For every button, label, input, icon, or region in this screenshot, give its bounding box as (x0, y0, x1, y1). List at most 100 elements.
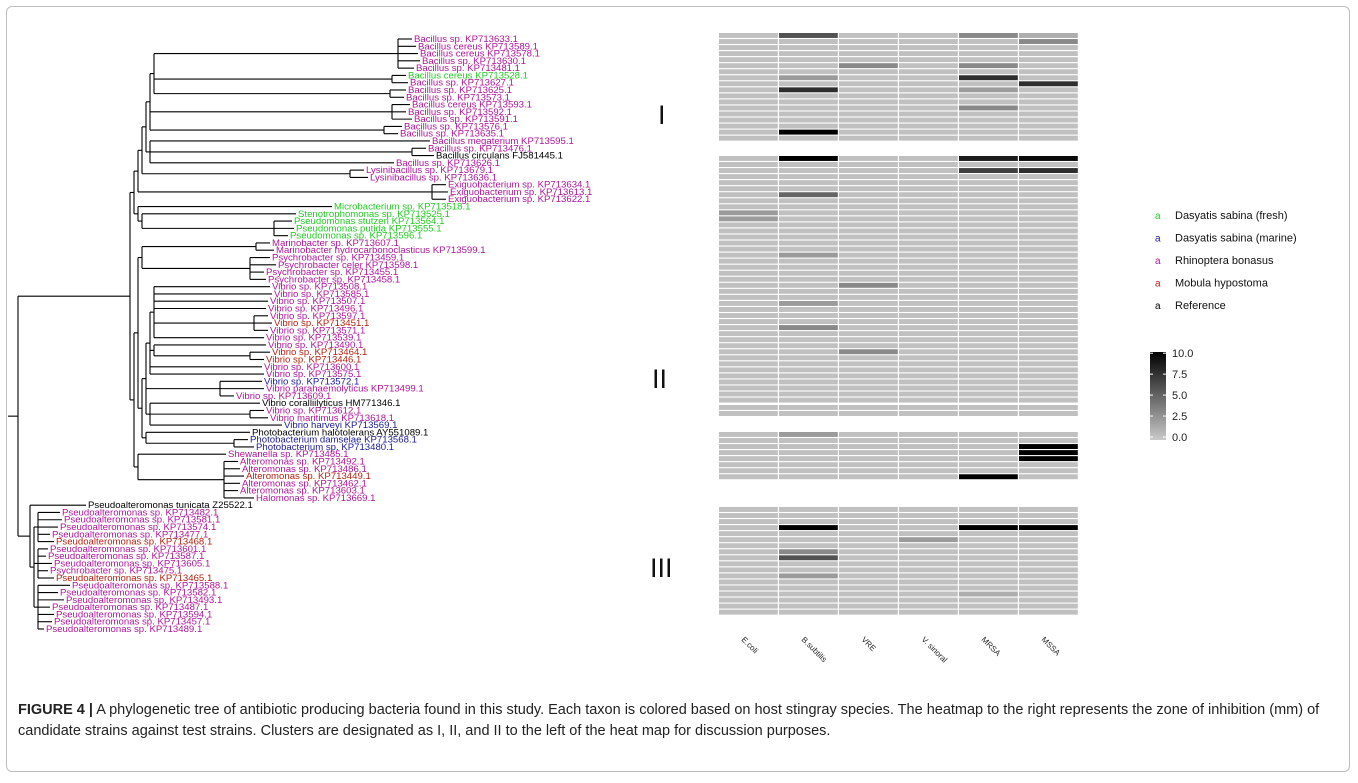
heatmap-cell (719, 180, 778, 186)
heatmap-cell (899, 156, 958, 161)
tree-tip-label: Pseudoalteromonas sp. KP713477.1 (52, 529, 208, 540)
heatmap-cell (839, 531, 898, 537)
heatmap-cell (779, 456, 838, 462)
tree-tip-label: Pseudoalteromonas sp. KP713487.1 (52, 602, 208, 613)
heatmap-cell (959, 156, 1018, 161)
heatmap-cell (839, 438, 898, 443)
heatmap-cell (899, 69, 958, 75)
heatmap-cell (779, 525, 838, 531)
heatmap-cell (839, 397, 898, 403)
heatmap-cell (899, 609, 958, 615)
tree-tip-label: Vibrio sp. KP713575.1 (266, 369, 361, 380)
heatmap-cell (959, 379, 1018, 385)
legend-key: a (1155, 211, 1161, 222)
tree-tip-label: Vibrio harveyi KP713569.1 (284, 420, 397, 431)
heatmap-cell (779, 319, 838, 325)
heatmap-cell (1019, 33, 1078, 38)
heatmap-cell (719, 325, 778, 331)
heatmap-cell (959, 331, 1018, 337)
heatmap-cell (899, 549, 958, 555)
heatmap-cell (899, 252, 958, 258)
heatmap-cell (959, 33, 1018, 38)
heatmap-cell (719, 174, 778, 180)
heatmap-cell (719, 105, 778, 111)
heatmap-cell (779, 204, 838, 210)
heatmap-cell (839, 379, 898, 385)
heatmap-cell (719, 573, 778, 579)
heatmap-cell (899, 222, 958, 228)
heatmap-cell (959, 117, 1018, 123)
heatmap-cell (1019, 168, 1078, 174)
heatmap-cell (719, 567, 778, 573)
heatmap-cell (1019, 135, 1078, 141)
heatmap-cell (719, 45, 778, 51)
heatmap-cell (719, 391, 778, 397)
heatmap-cell (899, 81, 958, 87)
heatmap-cell (839, 93, 898, 99)
heatmap-cell (779, 180, 838, 186)
heatmap-cell (839, 519, 898, 525)
tree-tip-label: Photobacterium damselae KP713568.1 (250, 435, 417, 446)
heatmap-cell (779, 123, 838, 129)
heatmap-cell (839, 337, 898, 343)
heatmap-cell (719, 111, 778, 117)
heatmap-cell (1019, 307, 1078, 312)
heatmap-cell (779, 349, 838, 355)
tree-tip-label: Vibrio coralliilyticus HM771346.1 (262, 398, 400, 409)
heatmap-cell (959, 573, 1018, 579)
heatmap-cell (1019, 444, 1078, 450)
heatmap-cell (899, 135, 958, 141)
heatmap-cell (839, 117, 898, 123)
tree-tip-label: Photobacterium sp. KP713480.1 (256, 442, 394, 453)
heatmap-cell (719, 162, 778, 167)
heatmap-cell (1019, 361, 1078, 367)
heatmap-cell (839, 507, 898, 512)
heatmap-cell (899, 513, 958, 518)
heatmap-cell (1019, 513, 1078, 518)
heatmap-cell (779, 603, 838, 609)
heatmap-cell (839, 573, 898, 579)
heatmap-cell (959, 204, 1018, 210)
tree-tip-label: Pseudoalteromonas sp. KP713465.1 (56, 573, 212, 584)
heatmap-cell (779, 549, 838, 555)
heatmap-cell (959, 591, 1018, 597)
tree-tip-label: Vibrio maritimus KP713618.1 (270, 413, 394, 424)
heatmap-cell (899, 234, 958, 240)
heatmap-cell (779, 355, 838, 361)
heatmap-cell (839, 33, 898, 38)
heatmap-cell (839, 450, 898, 456)
heatmap-cell (719, 192, 778, 198)
heatmap-cell (839, 373, 898, 379)
heatmap-cell (839, 270, 898, 276)
heatmap-cell (779, 294, 838, 300)
heatmap-cell (839, 180, 898, 186)
tree-tip-label: Bacillus sp. KP713625.1 (408, 85, 512, 96)
heatmap-cell (899, 597, 958, 603)
heatmap-cell (719, 585, 778, 591)
heatmap-cell (899, 186, 958, 192)
heatmap-cell (719, 313, 778, 318)
heatmap-cell (839, 99, 898, 105)
heatmap-cell (959, 39, 1018, 44)
heatmap-cell (839, 537, 898, 543)
legend-label: Dasyatis sabina (fresh) (1175, 210, 1288, 222)
heatmap-cell (959, 555, 1018, 561)
heatmap-cell (959, 123, 1018, 129)
tree-tip-label: Exiguobacterium sp. KP713634.1 (448, 180, 590, 191)
tree-tip-label: Pseudoalteromonas sp. KP713581.1 (64, 515, 220, 526)
heatmap-cell (719, 307, 778, 312)
heatmap-cell (959, 507, 1018, 512)
heatmap-cell (899, 367, 958, 373)
heatmap-cell (839, 603, 898, 609)
heatmap-cell (779, 385, 838, 391)
heatmap-cell (1019, 276, 1078, 282)
heatmap-cell (1019, 264, 1078, 270)
heatmap-cell (1019, 567, 1078, 573)
heatmap-cell (1019, 549, 1078, 555)
heatmap-cell (959, 397, 1018, 403)
heatmap-cell (719, 234, 778, 240)
heatmap-cell (899, 192, 958, 198)
heatmap-cell (1019, 432, 1078, 437)
heatmap-cell (839, 385, 898, 391)
heatmap-cell (839, 39, 898, 44)
